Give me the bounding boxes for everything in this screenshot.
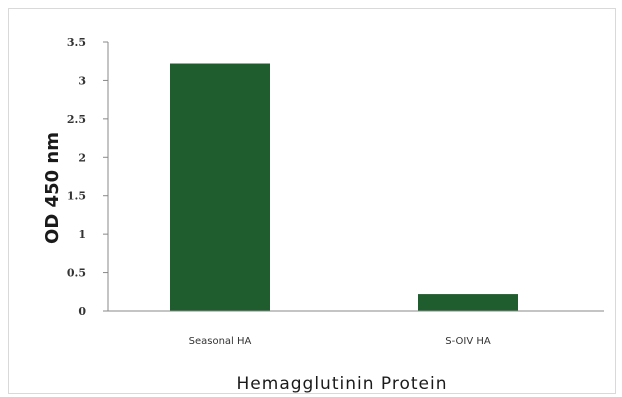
y-tick-label: 2: [78, 151, 86, 164]
y-tick-label: 0.5: [67, 267, 86, 280]
x-tick-label: Seasonal HA: [189, 336, 252, 347]
y-axis: 0 0.5 1 1.5 2 2.5 3 3.5: [67, 36, 109, 318]
x-axis-title: Hemagglutinin Protein: [237, 374, 448, 394]
y-tick-label: 2.5: [67, 113, 86, 126]
x-axis: Seasonal HA S-OIV HA: [108, 310, 604, 347]
chart-frame: [8, 8, 616, 394]
x-tick-label: S-OIV HA: [445, 336, 491, 347]
y-tick-label: 3: [78, 74, 86, 87]
bars: [170, 63, 518, 311]
bar-seasonal-ha: [170, 63, 270, 311]
bar-s-oiv-ha: [418, 294, 518, 311]
y-tick-label: 1: [78, 228, 86, 241]
y-axis-title: OD 450 nm: [42, 132, 63, 244]
y-tick-label: 1.5: [67, 190, 86, 203]
y-tick-label: 3.5: [67, 36, 86, 49]
y-tick-label: 0: [78, 305, 86, 318]
